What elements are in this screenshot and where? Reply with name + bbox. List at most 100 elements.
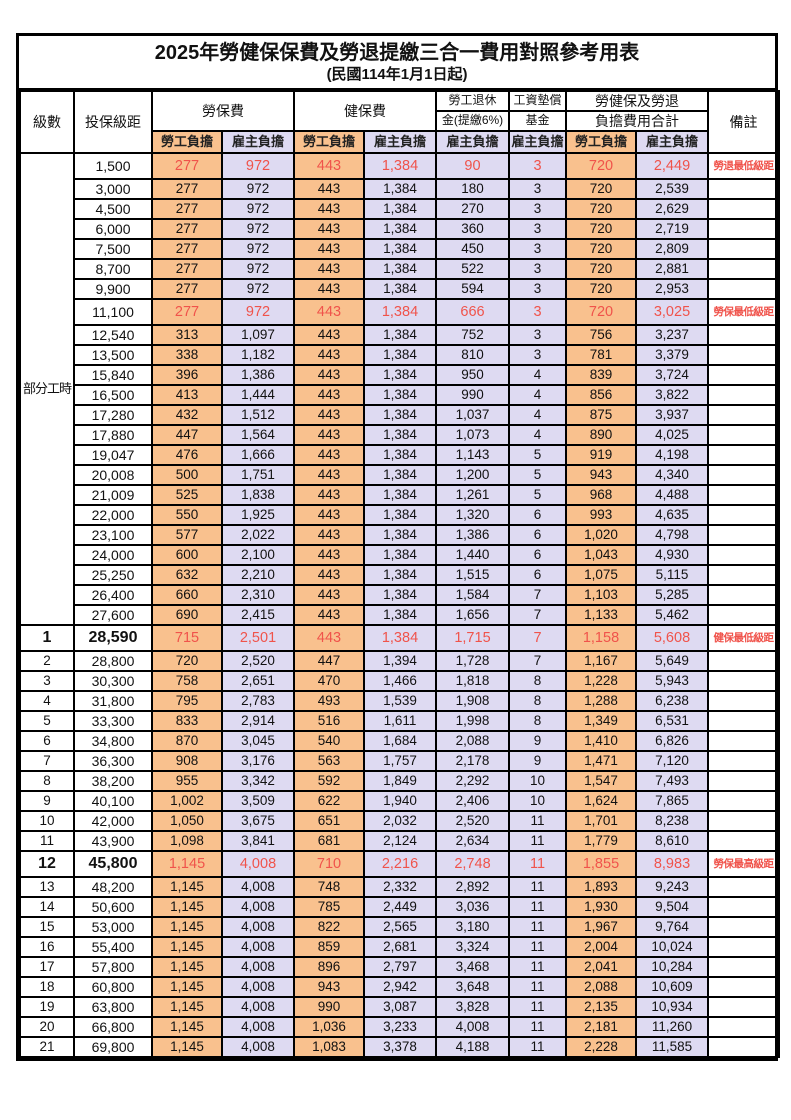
labor-employer-cell: 1,182 xyxy=(221,344,295,366)
remark-cell xyxy=(707,710,780,732)
bracket-cell: 4,500 xyxy=(73,198,153,220)
labor-employee-cell: 795 xyxy=(151,690,223,712)
health-employee-cell: 443 xyxy=(293,544,365,566)
total-employer-cell: 5,285 xyxy=(635,584,709,606)
level-cell: 21 xyxy=(19,1036,75,1058)
health-employee-cell: 443 xyxy=(293,564,365,586)
labor-employer-cell: 1,512 xyxy=(221,404,295,426)
level-cell: 9 xyxy=(19,790,75,812)
total-employer-cell: 9,764 xyxy=(635,916,709,938)
labor-employer-cell: 2,210 xyxy=(221,564,295,586)
total-employee-cell: 1,075 xyxy=(565,564,637,586)
health-employer-cell: 1,384 xyxy=(363,178,437,200)
pension-employer-cell: 3,180 xyxy=(435,916,510,938)
wage-fund-employer-cell: 9 xyxy=(508,730,567,752)
labor-employee-cell: 758 xyxy=(151,670,223,692)
total-employee-cell: 1,855 xyxy=(565,850,637,878)
total-employee-cell: 1,133 xyxy=(565,604,637,626)
wage-fund-employer-cell: 7 xyxy=(508,650,567,672)
health-employee-cell: 443 xyxy=(293,198,365,220)
remark-cell xyxy=(707,690,780,712)
wage-fund-employer-cell: 11 xyxy=(508,810,567,832)
pension-employer-cell: 3,648 xyxy=(435,976,510,998)
table-row: 13 48,200 1,145 4,008 748 2,332 2,892 11 1,893 9,… xyxy=(19,876,780,898)
labor-employee-cell: 1,145 xyxy=(151,876,223,898)
health-employer-cell: 2,681 xyxy=(363,936,437,958)
labor-employee-cell: 833 xyxy=(151,710,223,732)
remark-cell xyxy=(707,238,780,260)
pension-employer-cell: 1,656 xyxy=(435,604,510,626)
labor-employee-cell: 908 xyxy=(151,750,223,772)
health-employee-cell: 443 xyxy=(293,152,365,180)
total-employee-cell: 839 xyxy=(565,364,637,386)
total-employee-cell: 720 xyxy=(565,152,637,180)
labor-employer-cell: 2,520 xyxy=(221,650,295,672)
table-row: 17 57,800 1,145 4,008 896 2,797 3,468 11 2,041 10… xyxy=(19,956,780,978)
health-employee-cell: 990 xyxy=(293,996,365,1018)
labor-employee-cell: 525 xyxy=(151,484,223,506)
health-employee-cell: 622 xyxy=(293,790,365,812)
subheader-total-employee: 勞工負擔 xyxy=(565,130,637,154)
remark-cell xyxy=(707,876,780,898)
bracket-cell: 7,500 xyxy=(73,238,153,260)
total-employer-cell: 6,531 xyxy=(635,710,709,732)
level-cell: 14 xyxy=(19,896,75,918)
wage-fund-employer-cell: 4 xyxy=(508,404,567,426)
wage-fund-employer-cell: 5 xyxy=(508,444,567,466)
pension-employer-cell: 3,468 xyxy=(435,956,510,978)
group-header-pension-line2: 金(提繳6%) xyxy=(435,110,510,132)
labor-employer-cell: 1,564 xyxy=(221,424,295,446)
header-row-1: 級數 投保級距 勞保費 健保費 勞工退休 工資墊償 勞健保及勞退 備註 xyxy=(19,90,780,154)
health-employee-cell: 1,083 xyxy=(293,1036,365,1058)
health-employee-cell: 710 xyxy=(293,850,365,878)
total-employee-cell: 875 xyxy=(565,404,637,426)
labor-employer-cell: 972 xyxy=(221,238,295,260)
pension-employer-cell: 752 xyxy=(435,324,510,346)
wage-fund-employer-cell: 4 xyxy=(508,384,567,406)
health-employer-cell: 3,378 xyxy=(363,1036,437,1058)
group-header-pension-line1: 勞工退休 xyxy=(435,90,510,112)
remark-cell xyxy=(707,670,780,692)
pension-employer-cell: 1,143 xyxy=(435,444,510,466)
labor-employer-cell: 2,651 xyxy=(221,670,295,692)
wage-fund-employer-cell: 3 xyxy=(508,152,567,180)
wage-fund-employer-cell: 4 xyxy=(508,364,567,386)
total-employer-cell: 8,983 xyxy=(635,850,709,878)
wage-fund-employer-cell: 4 xyxy=(508,424,567,446)
labor-employee-cell: 413 xyxy=(151,384,223,406)
table-row: 22,000 550 1,925 443 1,384 1,320 6 993 4,635 xyxy=(20,504,780,526)
table-row: 21 69,800 1,145 4,008 1,083 3,378 4,188 11 2,228… xyxy=(19,1036,780,1058)
health-employee-cell: 470 xyxy=(293,670,365,692)
health-employer-cell: 1,384 xyxy=(363,624,437,652)
health-employer-cell: 1,384 xyxy=(363,604,437,626)
wage-fund-employer-cell: 3 xyxy=(508,324,567,346)
pension-employer-cell: 2,634 xyxy=(435,830,510,852)
wage-fund-employer-cell: 7 xyxy=(508,584,567,606)
wage-fund-employer-cell: 11 xyxy=(508,896,567,918)
health-employer-cell: 1,384 xyxy=(363,524,437,546)
remark-cell xyxy=(707,444,780,466)
labor-employer-cell: 1,666 xyxy=(221,444,295,466)
health-employer-cell: 1,384 xyxy=(363,364,437,386)
wage-fund-employer-cell: 11 xyxy=(508,1036,567,1058)
remark-cell xyxy=(707,976,780,998)
health-employee-cell: 896 xyxy=(293,956,365,978)
total-employer-cell: 4,488 xyxy=(635,484,709,506)
labor-employer-cell: 1,751 xyxy=(221,464,295,486)
health-employer-cell: 1,940 xyxy=(363,790,437,812)
wage-fund-employer-cell: 11 xyxy=(508,850,567,878)
wage-fund-employer-cell: 11 xyxy=(508,916,567,938)
total-employee-cell: 943 xyxy=(565,464,637,486)
subheader-health-employee: 勞工負擔 xyxy=(293,130,365,154)
total-employer-cell: 2,539 xyxy=(635,178,709,200)
level-cell: 6 xyxy=(19,730,75,752)
wage-fund-employer-cell: 3 xyxy=(508,198,567,220)
health-employee-cell: 443 xyxy=(293,238,365,260)
labor-employer-cell: 2,310 xyxy=(221,584,295,606)
total-employer-cell: 7,120 xyxy=(635,750,709,772)
wage-fund-employer-cell: 3 xyxy=(508,278,567,300)
remark-cell xyxy=(707,404,780,426)
health-employee-cell: 443 xyxy=(293,384,365,406)
reference-table-sheet: 2025年勞健保保費及勞退提繳三合一費用對照參考用表 (民國114年1月1日起)… xyxy=(16,33,780,1061)
bracket-cell: 50,600 xyxy=(73,896,153,918)
